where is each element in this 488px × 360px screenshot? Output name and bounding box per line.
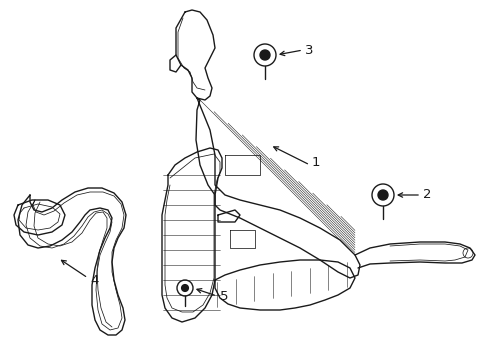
Circle shape <box>181 284 188 292</box>
Text: 3: 3 <box>305 44 313 57</box>
Circle shape <box>260 50 269 60</box>
Text: 4: 4 <box>90 274 98 287</box>
Text: 5: 5 <box>220 291 228 303</box>
Text: 2: 2 <box>422 189 430 202</box>
Circle shape <box>377 190 387 200</box>
Text: 1: 1 <box>311 156 320 168</box>
